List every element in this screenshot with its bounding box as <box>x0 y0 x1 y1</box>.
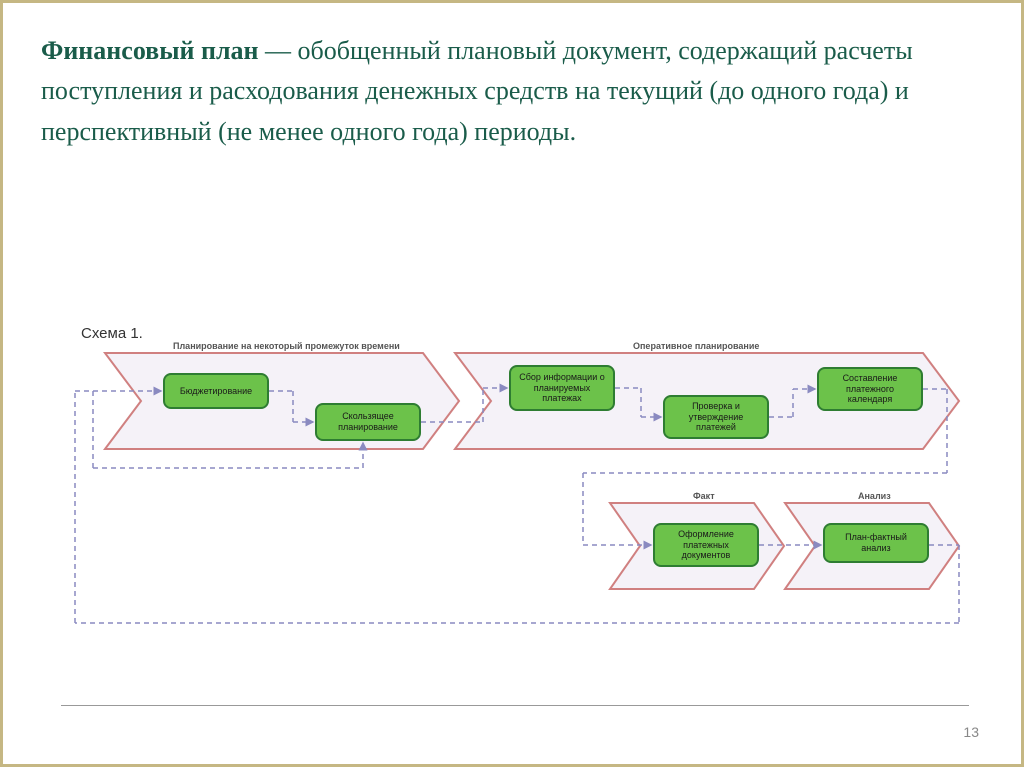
node-rolling: Скользящее планирование <box>315 403 421 441</box>
header-operational: Оперативное планирование <box>633 341 759 351</box>
page-number: 13 <box>963 724 979 740</box>
bottom-divider <box>61 705 969 706</box>
node-collect: Сбор информации о планируемых платежах <box>509 365 615 411</box>
header-planning: Планирование на некоторый промежуток вре… <box>173 341 400 351</box>
diagram-container: Планирование на некоторый промежуток вре… <box>63 323 973 683</box>
title-paragraph: Финансовый план — обобщенный плановый до… <box>41 31 983 152</box>
node-budgeting: Бюджетирование <box>163 373 269 409</box>
header-analysis: Анализ <box>858 491 891 501</box>
header-fact: Факт <box>693 491 715 501</box>
title-bold: Финансовый план <box>41 36 259 65</box>
node-plan-fact: План-фактный анализ <box>823 523 929 563</box>
node-verify: Проверка и утверждение платежей <box>663 395 769 439</box>
node-forming: Оформление платежных документов <box>653 523 759 567</box>
node-calendar: Составление платежного календаря <box>817 367 923 411</box>
